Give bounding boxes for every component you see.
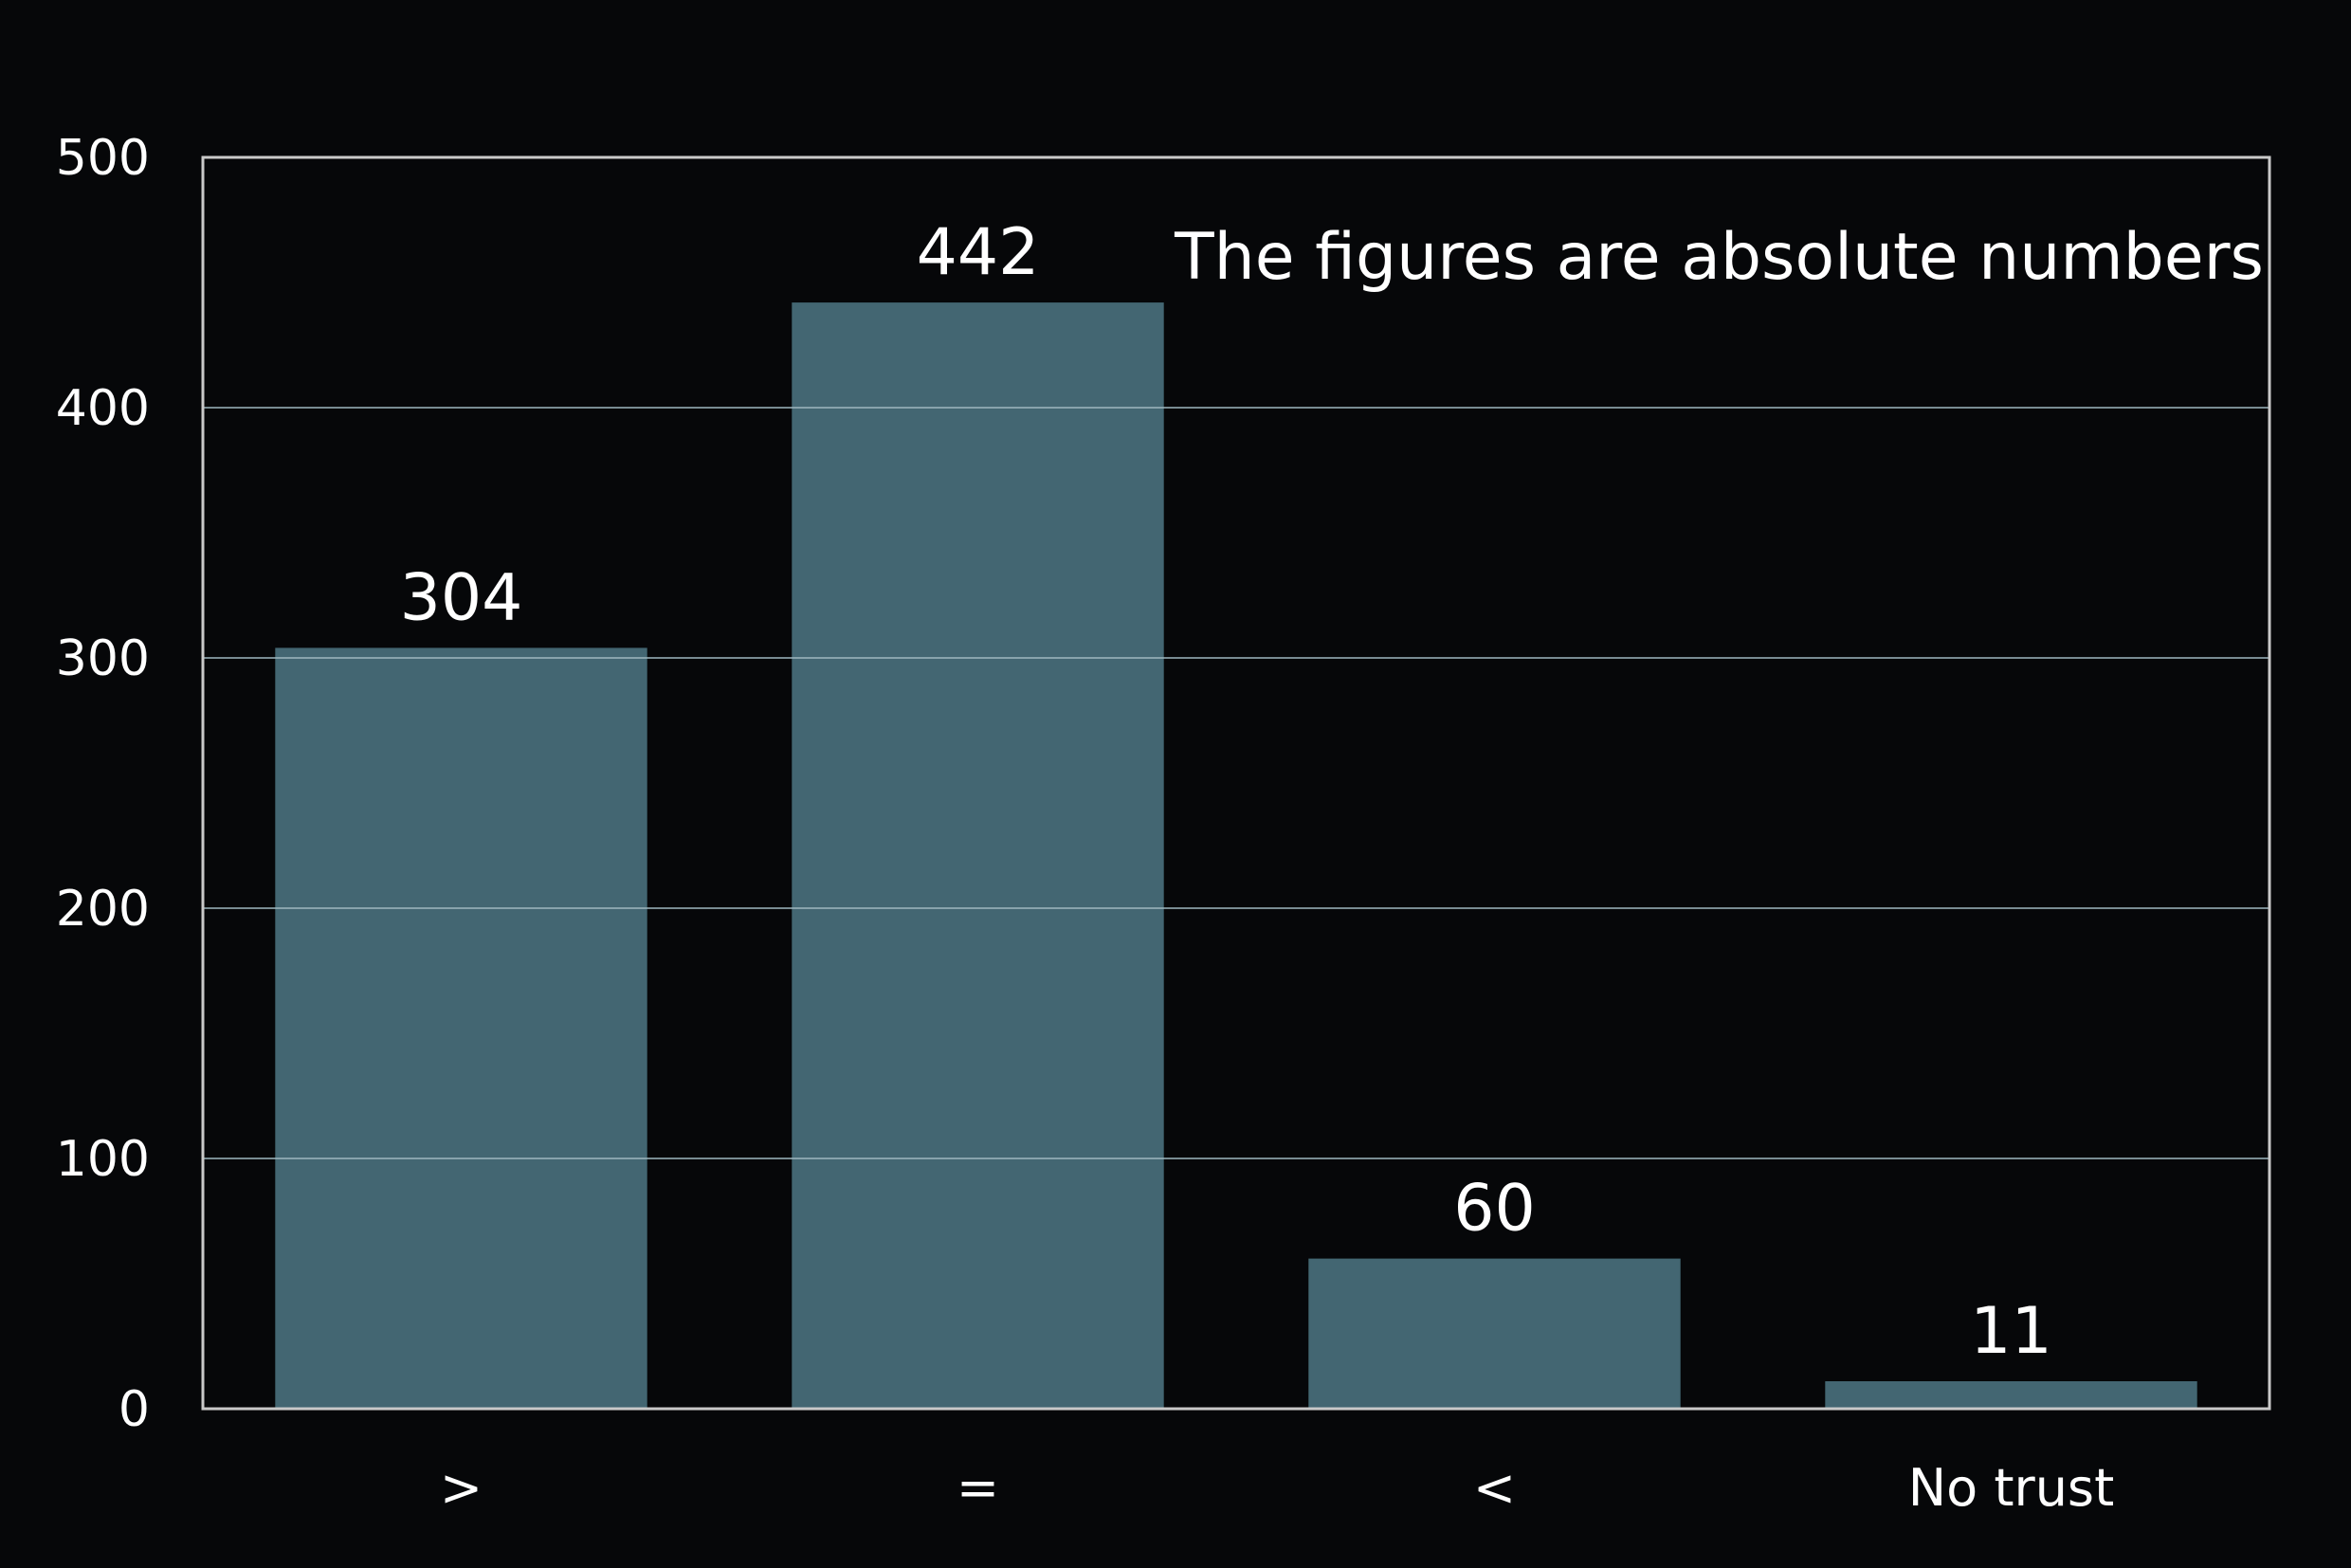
bar-value-label-0: 304 [400, 560, 523, 635]
bars-layer [275, 302, 2197, 1410]
bar-2 [1308, 1258, 1681, 1409]
data-labels: 304 442 60 11 [400, 215, 2052, 1369]
x-category-label-0: > [440, 1458, 483, 1518]
x-category-label-1: = [957, 1458, 999, 1518]
x-axis-categories: > = < No trust [440, 1458, 2114, 1518]
y-tick-label-5: 500 [56, 130, 150, 187]
bar-value-label-2: 60 [1453, 1172, 1536, 1247]
bar-0 [275, 647, 647, 1409]
y-tick-label-4: 400 [56, 380, 150, 437]
y-tick-label-2: 200 [56, 881, 150, 938]
bar-value-label-3: 11 [1970, 1294, 2052, 1369]
x-category-label-2: < [1473, 1458, 1516, 1518]
bar-value-label-1: 442 [917, 215, 1040, 290]
bar-1 [792, 302, 1164, 1410]
y-tick-label-1: 100 [56, 1131, 150, 1188]
y-axis-ticks: 0 100 200 300 400 500 [56, 130, 150, 1438]
chart-annotation: The figures are absolute numbers [1174, 220, 2264, 295]
y-tick-label-3: 300 [56, 630, 150, 687]
bar-3 [1825, 1381, 2197, 1409]
plot-frame [201, 155, 2271, 1411]
grid-layer [203, 407, 2269, 1159]
y-tick-label-0: 0 [118, 1381, 150, 1438]
x-category-label-3: No trust [1908, 1458, 2115, 1518]
